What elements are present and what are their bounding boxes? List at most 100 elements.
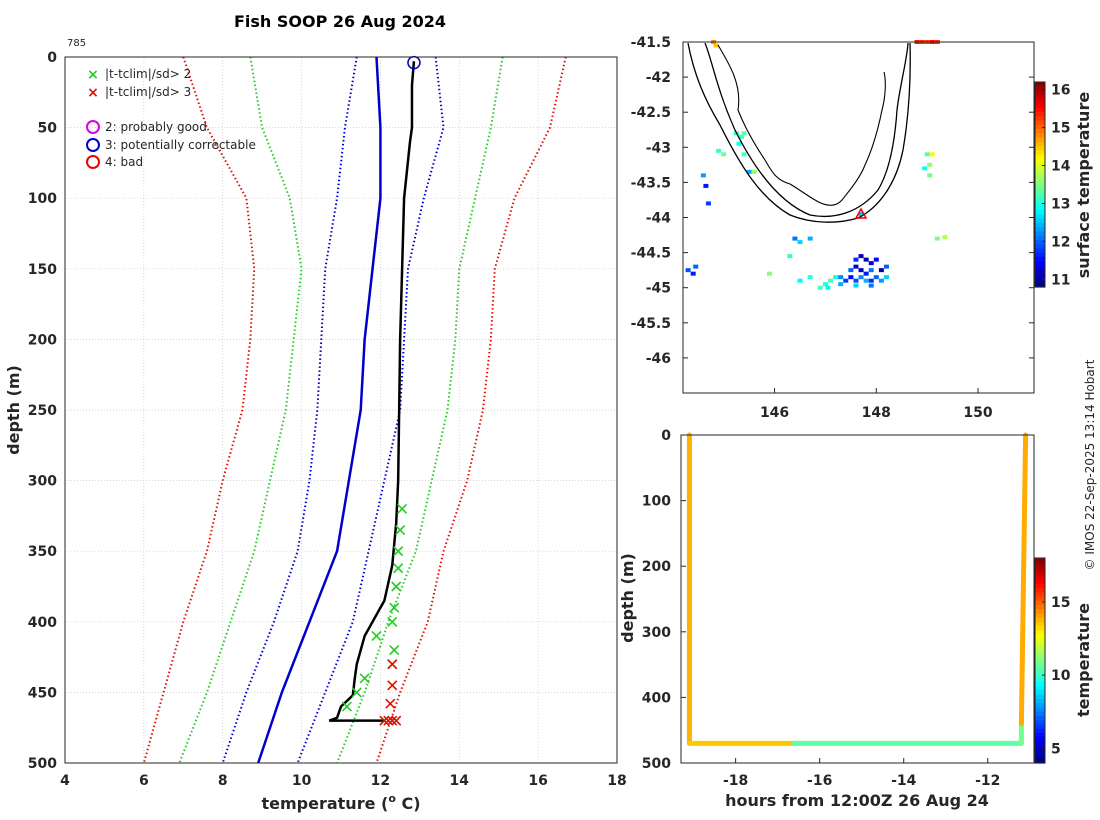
sst-cell — [713, 43, 719, 48]
sst-colorbar-segment — [1035, 218, 1045, 224]
sst-cell — [766, 271, 772, 276]
profile-ytick-label: 350 — [28, 544, 57, 560]
sst-cell — [853, 283, 859, 288]
figure-title: Fish SOOP 26 Aug 2024 — [234, 12, 446, 31]
sst-colorbar-segment — [1035, 265, 1045, 271]
temp-colorbar-segment — [1035, 634, 1045, 640]
temp-colorbar-segment — [1035, 647, 1045, 653]
sst-cell — [721, 152, 727, 157]
sst-cell — [741, 152, 747, 157]
sst-cell — [858, 268, 864, 273]
sst-cell — [822, 282, 828, 287]
clim-line-minus_3sd — [142, 56, 256, 764]
temp-colorbar-segment — [1035, 716, 1045, 721]
sd3-flag-point — [387, 680, 398, 691]
sd3-flag-point-b — [379, 715, 390, 726]
sst-cell — [934, 236, 940, 241]
temp-colorbar-segment — [1035, 575, 1045, 580]
profile-xtick-label: 12 — [371, 773, 390, 789]
sst-colorbar-tick-label: 12 — [1051, 234, 1070, 250]
temp-colorbar-segment — [1035, 686, 1045, 691]
sst-colorbar-segment — [1035, 154, 1045, 160]
legend-flag2-marker — [86, 120, 100, 134]
sst-colorbar-segment — [1035, 201, 1045, 207]
sst-colorbar-tick-label: 16 — [1051, 83, 1070, 99]
temp-colorbar-segment — [1035, 609, 1045, 615]
profile-xlabel-tail: C) — [396, 794, 421, 813]
timedepth-ylabel: depth (m) — [618, 553, 637, 643]
profile-xtick-label: 16 — [528, 773, 547, 789]
sst-cell — [873, 257, 879, 262]
temp-colorbar-segment — [1035, 707, 1045, 713]
temp-colorbar-segment — [1035, 592, 1045, 598]
temp-colorbar-segment — [1035, 737, 1045, 743]
sst-colorbar-segment — [1035, 86, 1045, 92]
sd3-flag-point-b — [383, 715, 394, 726]
sst-cell — [883, 264, 889, 269]
sst-colorbar-segment — [1035, 184, 1045, 190]
sst-colorbar-segment — [1035, 111, 1045, 117]
imos-credit: © IMOS 22-Sep-2025 13:14 Hobart — [1083, 359, 1097, 570]
sst-colorbar-segment — [1035, 235, 1045, 241]
temp-colorbar-segment — [1035, 617, 1045, 623]
profile-xtick-label: 18 — [607, 773, 626, 789]
sst-colorbar-segment — [1035, 167, 1045, 173]
map-colorbar: 11 12 13 14 15 16 — [1034, 81, 1071, 288]
sst-colorbar-segment — [1035, 158, 1045, 164]
timedepth-xtick-label: -18 — [723, 773, 748, 789]
sd2-flag-point-b — [395, 524, 406, 536]
map-colorbar-label: surface temperature — [1074, 92, 1093, 279]
profile-xtick-label: 10 — [292, 773, 312, 789]
temp-colorbar-segment — [1035, 733, 1045, 738]
timedepth-ytick-label: 100 — [642, 494, 671, 510]
legend-flag3-marker — [86, 138, 100, 152]
sd3-flag-point-b — [391, 715, 402, 726]
sst-cell — [838, 282, 844, 287]
legend-flag3-label: 3: potentially correctable — [105, 138, 256, 152]
timedepth-colorbar: 5 10 15 — [1034, 557, 1071, 764]
profile-ytick-label: 250 — [28, 403, 57, 419]
sd2-flag-point — [389, 602, 400, 613]
position-triangle — [854, 207, 868, 219]
legend-sd3-marker: × — [87, 85, 99, 101]
clim-line-plus_3sd — [375, 56, 567, 764]
sd2-flag-point-b — [391, 581, 402, 592]
sd3-flag-point — [383, 715, 394, 726]
map-position-marker — [854, 207, 868, 219]
temp-colorbar-segment — [1035, 596, 1045, 602]
profile-xtick-label: 14 — [450, 773, 470, 789]
temp-colorbar-segment — [1035, 690, 1045, 696]
temp-colorbar-segment — [1035, 745, 1045, 751]
sst-colorbar-tick-label: 13 — [1051, 196, 1070, 212]
map-ytick-label: -41.5 — [631, 35, 671, 51]
temp-colorbar-segment — [1035, 711, 1045, 717]
profile-ytick-label: 300 — [28, 474, 57, 490]
profile-ytick-label: 150 — [28, 262, 57, 278]
temp-colorbar-segment — [1035, 677, 1045, 683]
timedepth-axes-frame — [680, 434, 1035, 764]
sd3-flag-point — [385, 698, 396, 709]
temp-colorbar-segment — [1035, 639, 1045, 645]
profile-xtick-label: 4 — [60, 773, 70, 789]
map-xtick-label: 148 — [862, 405, 891, 421]
sst-cell — [746, 169, 752, 174]
temp-colorbar-segment — [1035, 741, 1045, 747]
timedepth-ytick-label: 400 — [642, 690, 671, 706]
sst-cell — [858, 254, 864, 259]
sst-colorbar-segment — [1035, 269, 1045, 275]
legend-sd2-label: |t-tclim|/sd> 2 — [105, 67, 191, 81]
sst-cell — [705, 201, 711, 206]
temp-colorbar-segment — [1035, 669, 1045, 674]
sst-colorbar-segment — [1035, 197, 1045, 203]
timedepth-lines — [686, 432, 1029, 746]
profile-ytick-label: 400 — [28, 615, 57, 631]
temp-colorbar-segment — [1035, 651, 1045, 657]
timedepth-ytick-label: 300 — [642, 625, 671, 641]
sd2-flag-point — [359, 673, 370, 684]
sd2-flag-point — [391, 581, 402, 592]
sd2-flag-point — [397, 503, 408, 514]
sst-colorbar-frame — [1034, 81, 1046, 288]
sst-colorbar-segment — [1035, 116, 1045, 122]
temp-colorbar-segment — [1035, 720, 1045, 726]
map-ytick-label: -45.5 — [631, 316, 671, 332]
